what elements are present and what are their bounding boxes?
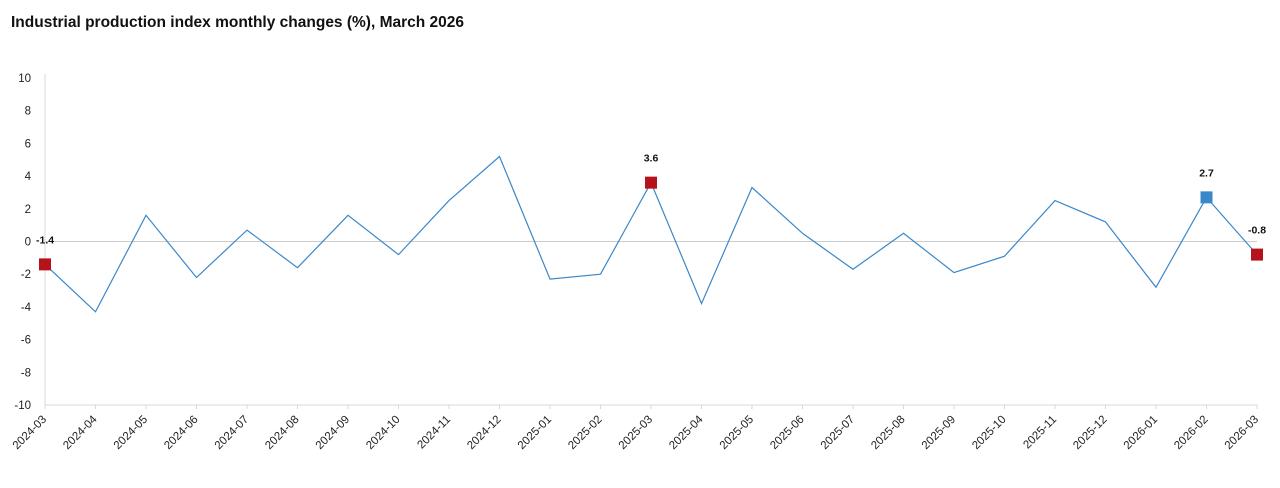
x-tick-label: 2024-11 bbox=[415, 414, 453, 452]
x-tick-label: 2025-07 bbox=[819, 414, 857, 452]
x-tick-label: 2024-04 bbox=[61, 413, 100, 452]
y-tick-label: -2 bbox=[21, 269, 31, 281]
x-tick-label: 2024-10 bbox=[364, 414, 402, 452]
x-tick-label: 2025-09 bbox=[920, 414, 958, 452]
x-tick-label: 2025-02 bbox=[566, 414, 604, 452]
x-tick-label: 2025-04 bbox=[667, 413, 706, 452]
y-tick-label: 4 bbox=[25, 171, 32, 183]
x-tick-label: 2025-06 bbox=[768, 414, 806, 452]
x-tick-label: 2025-12 bbox=[1071, 414, 1109, 452]
y-tick-label: -6 bbox=[21, 335, 31, 347]
x-tick-label: 2025-03 bbox=[617, 414, 655, 452]
y-tick-label: 10 bbox=[18, 73, 31, 85]
x-tick-label: 2025-10 bbox=[970, 414, 1008, 452]
x-tick-label: 2024-12 bbox=[465, 414, 503, 452]
y-tick-label: 2 bbox=[25, 204, 31, 216]
chart-markers: -1.4 3.6 2.7 -0.8 bbox=[36, 153, 1266, 271]
data-point-marker bbox=[39, 258, 51, 271]
x-tick-label: 2026-01 bbox=[1122, 414, 1160, 452]
y-tick-label: -8 bbox=[21, 367, 31, 379]
y-tick-label: 8 bbox=[25, 106, 31, 118]
x-tick-label: 2024-05 bbox=[112, 414, 150, 452]
data-point-marker bbox=[1251, 248, 1263, 261]
x-tick-label: 2025-01 bbox=[516, 414, 554, 452]
data-label: 2.7 bbox=[1199, 167, 1214, 179]
data-label: -1.4 bbox=[36, 234, 54, 246]
x-tick-label: 2024-03 bbox=[11, 414, 49, 452]
data-point-marker bbox=[645, 176, 657, 189]
x-tick-label: 2025-11 bbox=[1021, 414, 1059, 452]
y-tick-label: -10 bbox=[14, 400, 31, 412]
x-tick-label: 2024-08 bbox=[263, 414, 301, 452]
y-tick-label: 6 bbox=[25, 138, 31, 150]
x-tick-label: 2024-06 bbox=[162, 414, 200, 452]
y-tick-label: -4 bbox=[21, 302, 32, 314]
x-tick-label: 2024-07 bbox=[213, 414, 251, 452]
x-tick-label: 2025-08 bbox=[869, 414, 907, 452]
data-point-marker bbox=[1200, 191, 1213, 204]
data-label: -0.8 bbox=[1248, 225, 1266, 237]
x-tick-label: 2026-03 bbox=[1223, 414, 1261, 452]
chart-title: Industrial production index monthly chan… bbox=[11, 14, 465, 31]
chart-axes: 10 8 6 4 2 0 -2 -4 -6 -8 -10 2024-03 2024-04 2024-05 2… bbox=[11, 73, 1261, 452]
y-tick-label: 0 bbox=[25, 237, 31, 249]
data-label: 3.6 bbox=[644, 153, 659, 165]
x-tick-label: 2026-02 bbox=[1172, 414, 1210, 452]
x-tick-label: 2025-05 bbox=[718, 414, 756, 452]
x-tick-label: 2024-09 bbox=[314, 414, 352, 452]
